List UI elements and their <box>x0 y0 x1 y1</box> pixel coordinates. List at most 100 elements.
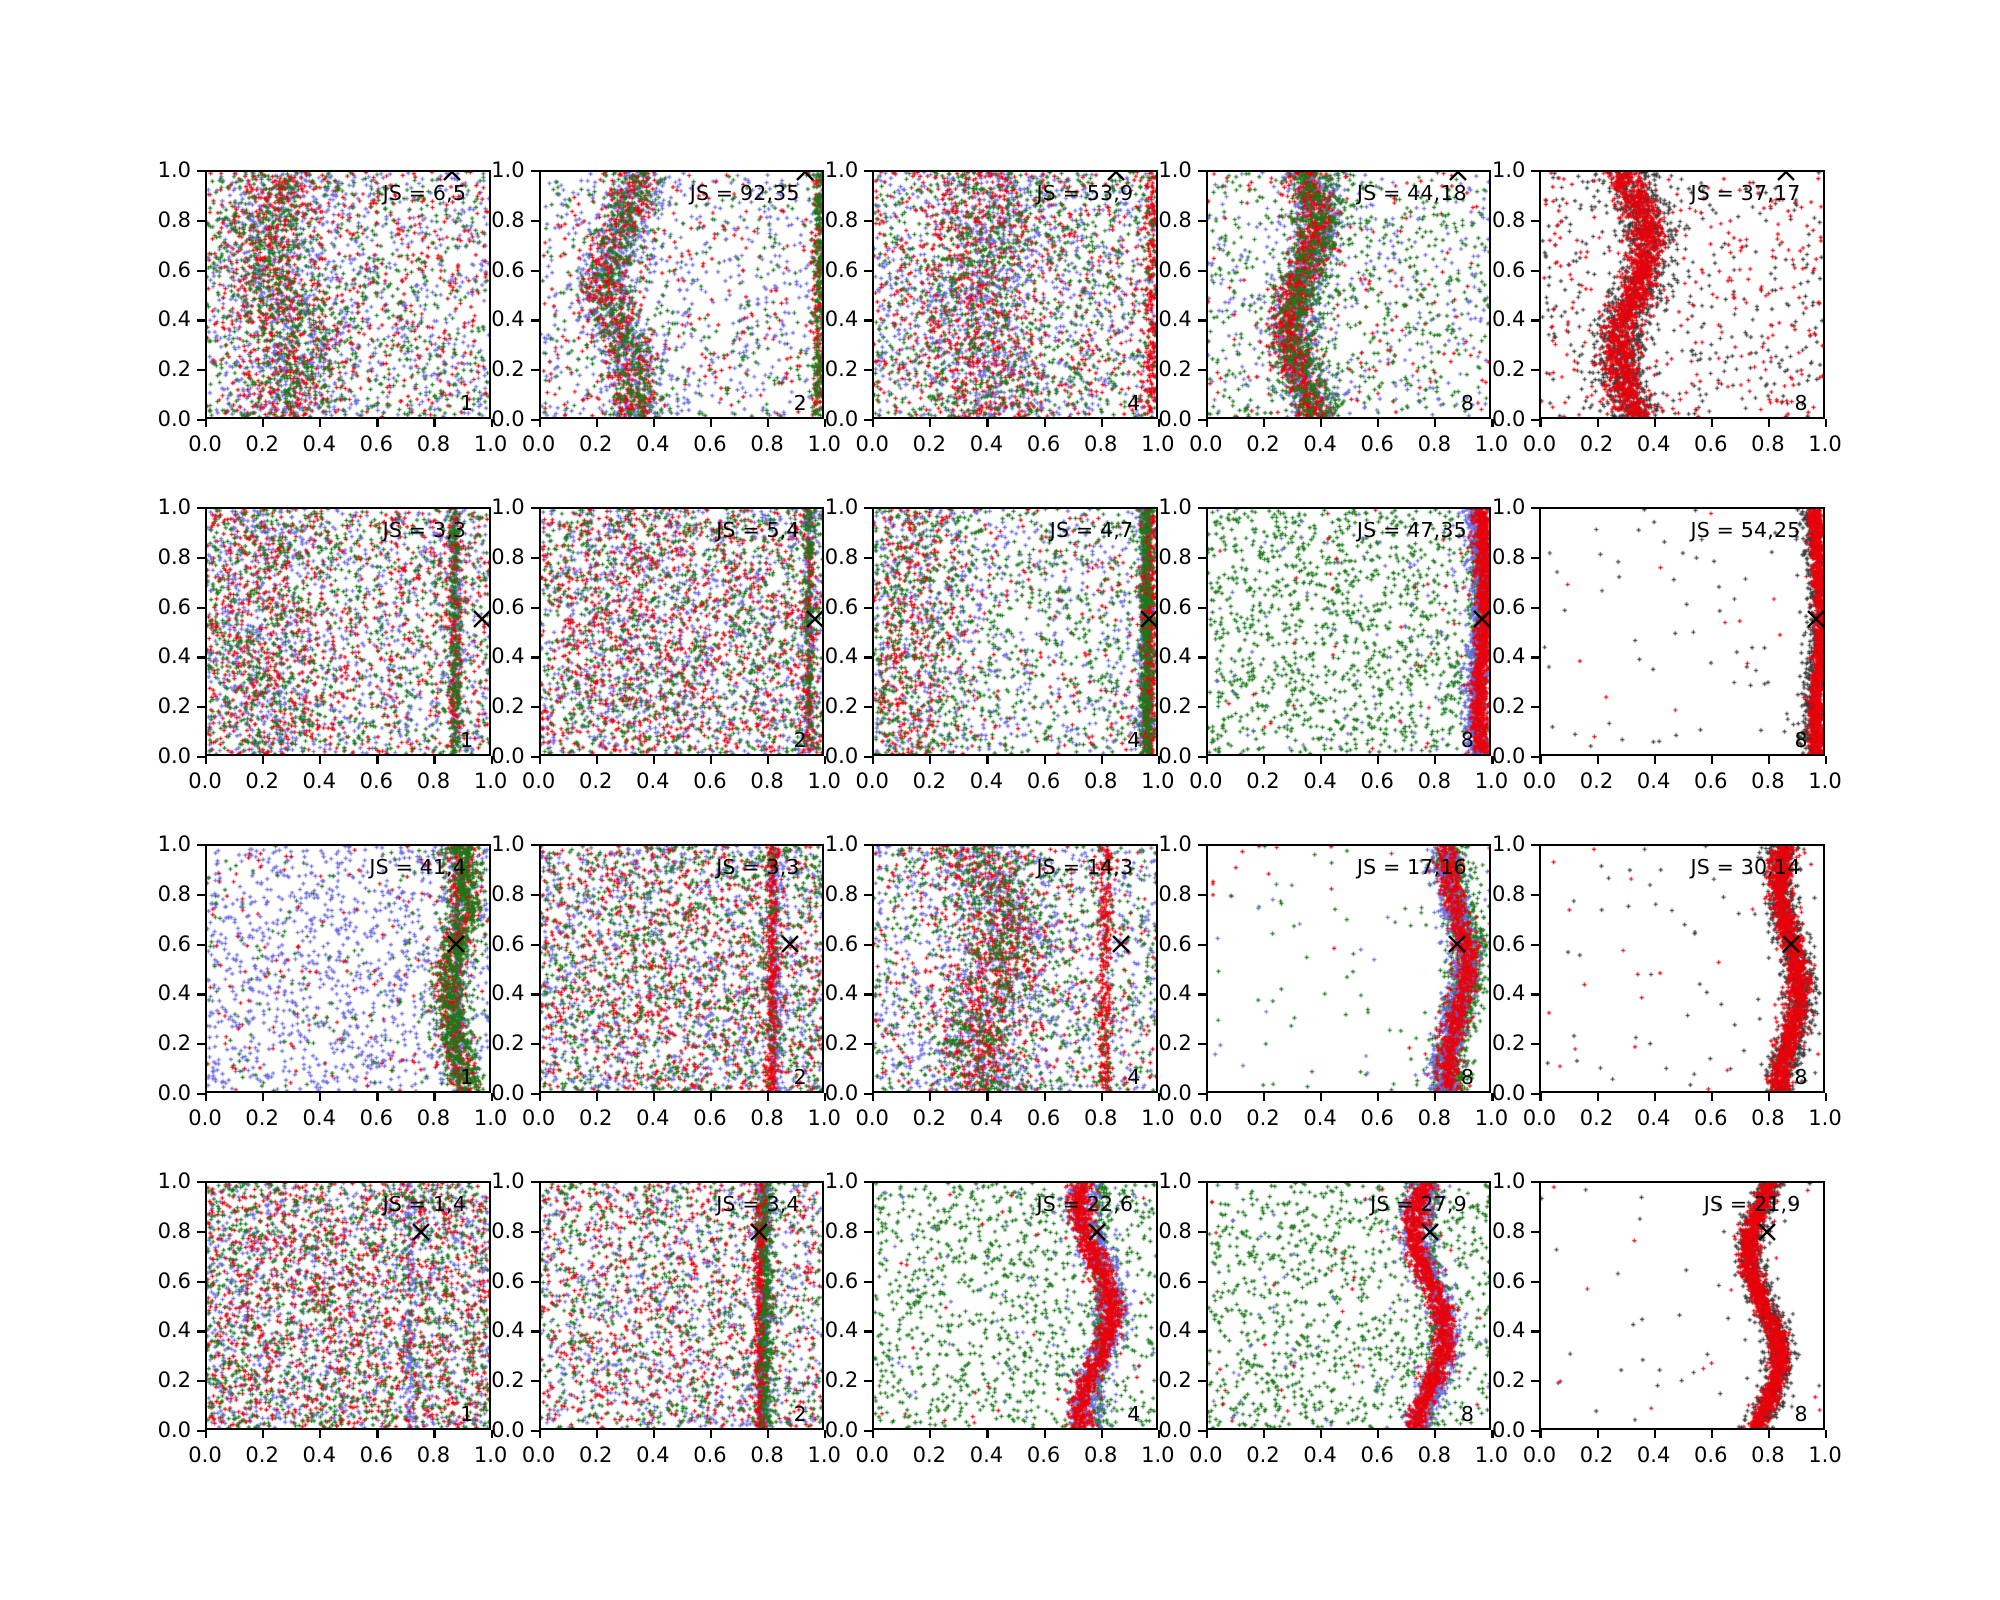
x-tick-label: 0.8 <box>416 769 451 793</box>
x-tick-label: 0.0 <box>1522 432 1557 456</box>
y-tick <box>197 419 205 422</box>
y-tick-label: 1.0 <box>1158 1169 1192 1193</box>
js-annotation: JS = 4,7 <box>1049 517 1134 542</box>
y-tick-label: 0.8 <box>1491 881 1526 906</box>
y-tick <box>1531 893 1540 896</box>
y-tick-label: 0.4 <box>491 981 525 1006</box>
y-tick <box>864 893 873 896</box>
x-tick <box>709 756 713 764</box>
y-tick-label: 0.2 <box>491 357 525 382</box>
x-tick <box>1539 756 1542 764</box>
x-tick-label: 0.0 <box>521 432 556 456</box>
y-tick <box>530 1043 539 1046</box>
y-tick-label: 0.4 <box>1491 307 1526 332</box>
y-tick-label: 0.2 <box>491 1368 525 1393</box>
y-tick <box>530 606 539 609</box>
y-tick <box>1197 943 1206 946</box>
y-tick-label: 0.2 <box>491 1031 525 1056</box>
y-tick <box>197 1330 205 1333</box>
y-tick-label: 0.6 <box>157 1268 191 1293</box>
y-tick <box>1531 1330 1540 1333</box>
x-tick-label: 1.0 <box>1474 1106 1509 1130</box>
x-tick-label: 0.6 <box>1694 1106 1728 1130</box>
x-tick <box>1043 419 1046 427</box>
x-tick <box>319 419 322 427</box>
y-tick-label: 0.4 <box>157 981 191 1006</box>
js-annotation: JS = 92,35 <box>689 180 800 205</box>
x-tick <box>1653 419 1656 427</box>
x-tick <box>1320 1430 1323 1438</box>
js-annotation: JS = 5,4 <box>716 517 800 542</box>
y-tick-label: 0.6 <box>824 1268 859 1293</box>
scatter-panel-r2-c1: JS = 3,3 2 0.0 0.0 0.2 0.2 0.4 0.4 0.6 0.6 0.8 0.8 1… <box>491 832 841 1130</box>
scatter-panel-r0-c0: JS = 6,5 1 0.0 0.0 0.2 0.2 0.4 0.4 0.6 0.6 0.8 0.8 1… <box>158 158 508 456</box>
y-tick <box>530 556 539 559</box>
y-tick-label: 0.2 <box>824 694 859 719</box>
x-tick-label: 0.2 <box>1579 432 1614 456</box>
x-tick-label: 0.6 <box>1026 769 1061 793</box>
y-tick <box>197 170 205 173</box>
x-tick-label: 1.0 <box>1141 1443 1175 1467</box>
y-tick-label: 0.0 <box>491 1418 525 1442</box>
y-tick-label: 0.6 <box>157 257 191 282</box>
y-tick-label: 0.2 <box>1158 694 1192 719</box>
x-tick <box>1491 419 1494 427</box>
x-tick <box>767 1093 770 1101</box>
y-tick-label: 0.8 <box>1158 1218 1192 1243</box>
x-tick <box>1767 419 1771 427</box>
y-tick <box>1531 369 1540 372</box>
x-tick-label: 0.2 <box>579 1443 613 1467</box>
x-tick-label: 0.8 <box>1417 769 1451 793</box>
x-tick <box>1100 419 1103 427</box>
y-tick <box>197 1280 205 1283</box>
x-tick <box>1100 1093 1103 1101</box>
x-tick-label: 0.6 <box>359 769 394 793</box>
y-tick-label: 0.6 <box>1491 257 1526 282</box>
x-tick <box>1262 756 1266 764</box>
y-tick-label: 1.0 <box>157 495 191 519</box>
y-tick <box>1197 844 1206 847</box>
x-tick-label: 0.0 <box>188 432 222 456</box>
x-tick-label: 0.8 <box>750 769 784 793</box>
y-tick-label: 0.0 <box>157 407 191 431</box>
y-tick-label: 0.4 <box>157 1318 191 1343</box>
axes-box: JS = 3,3 1 <box>205 507 491 756</box>
y-tick-label: 0.6 <box>1158 1268 1192 1293</box>
x-tick-label: 0.2 <box>1246 1106 1280 1130</box>
x-tick-label: 1.0 <box>1808 432 1842 456</box>
x-tick <box>1653 1093 1656 1101</box>
x-tick <box>1043 1430 1046 1438</box>
x-tick-label: 0.8 <box>1083 432 1118 456</box>
y-tick <box>1531 556 1540 559</box>
scatter-points <box>1207 509 1490 754</box>
x-tick <box>1653 756 1656 764</box>
panel-corner-label: 8 <box>1794 1401 1808 1426</box>
y-tick <box>197 993 205 996</box>
y-tick-label: 0.8 <box>491 881 525 906</box>
y-tick-label: 0.0 <box>491 744 525 768</box>
y-tick <box>1197 1181 1206 1184</box>
y-tick-label: 0.0 <box>157 1081 191 1105</box>
panel-corner-label: 2 <box>793 390 807 415</box>
x-tick-label: 0.0 <box>1189 432 1223 456</box>
x-tick-label: 0.4 <box>1636 1106 1671 1130</box>
y-tick-label: 0.4 <box>824 644 859 669</box>
panel-corner-label: 8 <box>1794 1064 1808 1089</box>
x-tick-label: 1.0 <box>1474 1443 1509 1467</box>
scatter-points <box>207 509 489 754</box>
scatter-panel-r2-c0: JS = 41,4 1 0.0 0.0 0.2 0.2 0.4 0.4 0.6 0.6 0.8 0.8… <box>158 832 508 1130</box>
y-tick <box>864 706 873 709</box>
y-tick <box>1531 507 1540 510</box>
x-tick <box>1262 1093 1266 1101</box>
y-tick-label: 0.6 <box>491 594 525 619</box>
js-annotation: JS = 41,4 <box>369 854 467 879</box>
x-tick-label: 0.0 <box>855 769 889 793</box>
y-tick-label: 0.2 <box>157 694 191 719</box>
scatter-panel-r3-c4: JS = 21,9 8 0.0 0.0 0.2 0.2 0.4 0.4 0.6 0.6 0.8 0.8… <box>1492 1169 1842 1467</box>
y-tick <box>1531 656 1540 659</box>
x-tick <box>433 1430 436 1438</box>
scatter-panel-r2-c4: JS = 30,14 8 0.0 0.0 0.2 0.2 0.4 0.4 0.6 0.6 0.8 0.… <box>1492 832 1842 1130</box>
x-tick <box>652 1093 656 1101</box>
x-tick <box>1043 756 1046 764</box>
axes-box: JS = 17,16 8 <box>1205 844 1492 1093</box>
